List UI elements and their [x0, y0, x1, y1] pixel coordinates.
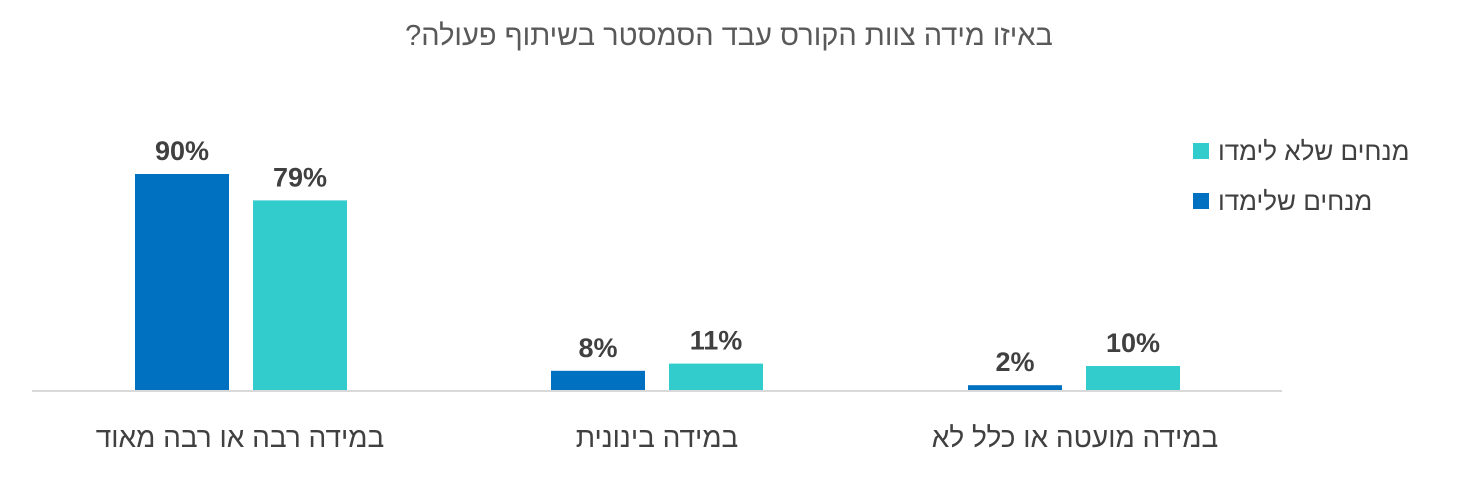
- bar-series-0-cat-1: [551, 370, 645, 390]
- data-label-series-0-cat-0: 90%: [155, 136, 209, 166]
- category-label-0: במידה רבה או רבה מאוד: [96, 422, 385, 453]
- chart-title: באיזו מידה צוות הקורס עבד הסמסטר בשיתוף …: [405, 20, 1053, 52]
- data-label-series-1-cat-0: 79%: [273, 162, 327, 192]
- category-label-1: במידה בינונית: [576, 422, 739, 453]
- legend-swatch-not-taught: [1193, 143, 1209, 159]
- bar-series-1-cat-0: [253, 200, 347, 390]
- legend-label-taught: מנחים שלימדו: [1218, 186, 1373, 216]
- legend-swatch-taught: [1193, 193, 1209, 209]
- bar-series-0-cat-2: [968, 385, 1062, 390]
- legend-label-not-taught: מנחים שלא לימדו: [1218, 136, 1410, 166]
- bar-series-1-cat-2: [1086, 366, 1180, 390]
- category-label-2: במידה מועטה או כלל לא: [932, 422, 1218, 453]
- bar-series-0-cat-0: [135, 174, 229, 390]
- data-label-series-1-cat-1: 11%: [690, 326, 743, 356]
- bar-series-1-cat-1: [669, 363, 763, 390]
- data-label-series-1-cat-2: 10%: [1106, 328, 1160, 358]
- data-label-series-0-cat-2: 2%: [995, 347, 1034, 377]
- data-label-series-0-cat-1: 8%: [578, 333, 617, 363]
